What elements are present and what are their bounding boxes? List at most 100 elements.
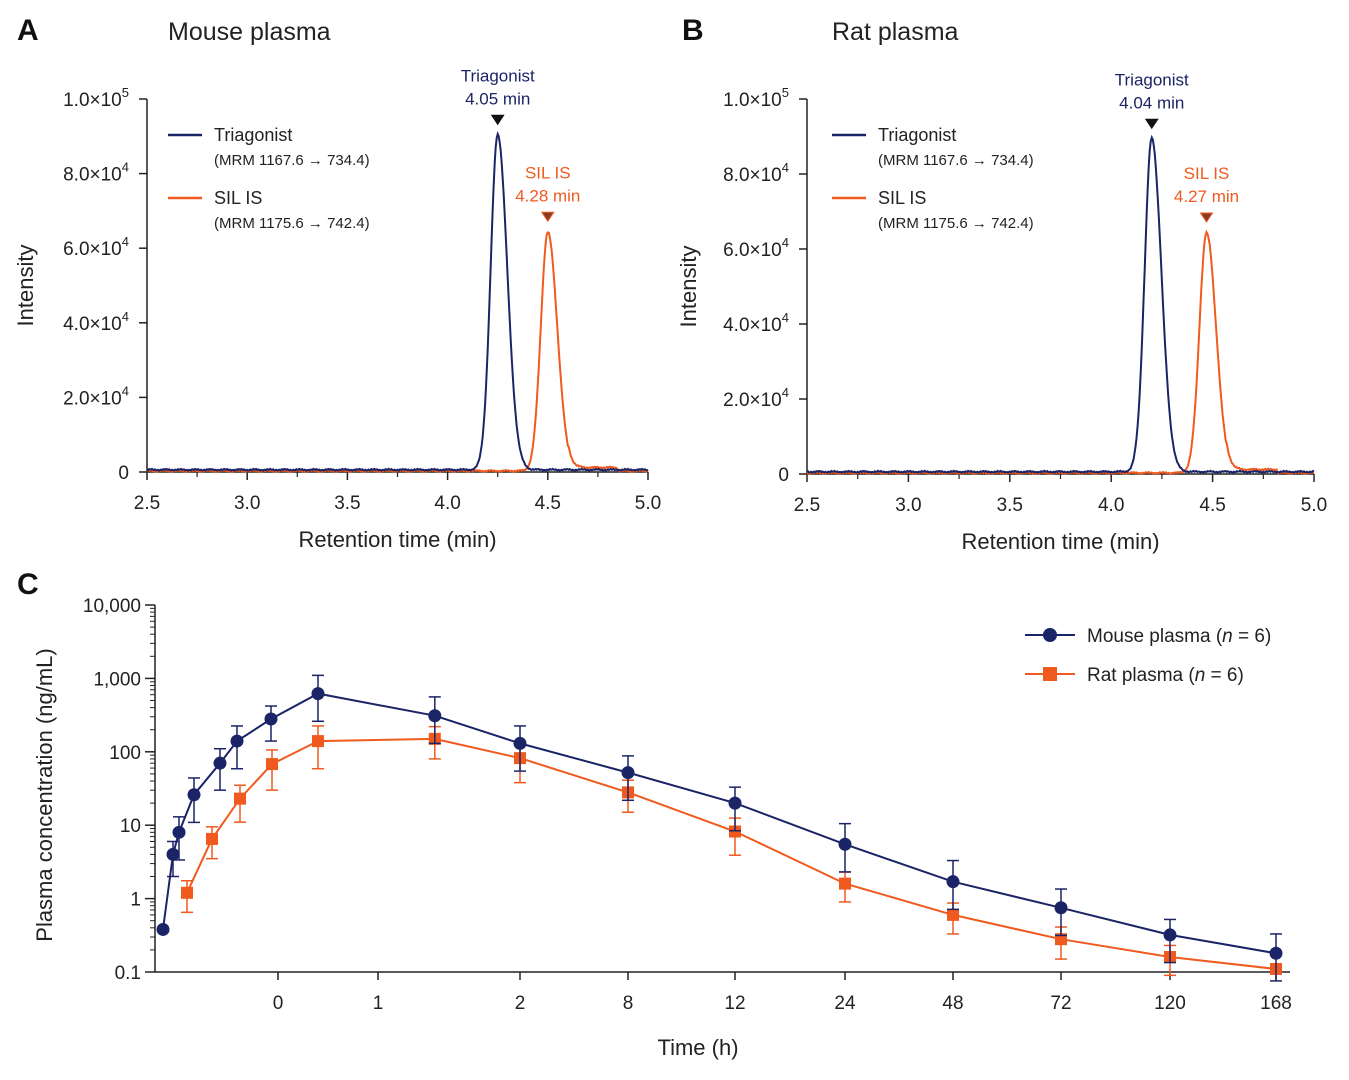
x-tick-label: 5.0 [635,493,661,514]
y-tick-label: 0 [118,463,129,484]
y-tick-label: 8.0×104 [63,160,129,186]
mouse-data-point [946,875,960,889]
panel-b: B Rat plasma 2.5 3.0 3.5 4.0 4.5 5.0 0 2.0×104 4.0… [676,14,1327,554]
panel-letter: C [17,568,39,601]
mouse-data-point [311,687,325,701]
rat-plasma-line [186,737,1277,970]
y-tick-label: 1 [130,890,141,911]
legend-sublabel: (MRM 1175.6 → 742.4) [878,215,1034,232]
y-tick-label: 10 [120,816,141,837]
x-tick-label: 4.0 [1098,495,1124,516]
x-tick-label: 168 [1260,993,1292,1014]
legend-label: SIL IS [878,188,926,208]
legend-sublabel: (MRM 1167.6 → 734.4) [878,152,1034,169]
y-tick-label: 0.1 [115,963,141,984]
sil-is-trace [146,231,649,474]
x-axis-label: Retention time (min) [298,527,496,552]
y-tick-label: 1,000 [93,669,141,690]
x-tick-label: 1 [373,993,384,1014]
panel-a: A Mouse plasma 2.5 3.0 3.5 4.0 4.5 5.0 0 2.0×104 4… [13,14,661,552]
mouse-plasma-line [162,692,1277,955]
legend-label: Triagonist [878,125,956,145]
panel-letter: A [17,14,39,47]
rat-data-point [729,825,741,838]
y-axis-label: Plasma concentration (ng/mL) [32,648,57,941]
rat-data-point [1055,933,1067,946]
y-tick-label: 4.0×104 [723,310,789,336]
y-axis-label: Intensity [13,245,38,327]
x-tick-label: 72 [1050,993,1071,1014]
legend-sublabel: (MRM 1175.6 → 742.4) [214,215,370,232]
mouse-data-point [230,734,244,748]
mouse-data-point [187,788,201,802]
peak-marker-triangle [490,114,505,126]
mouse-data-point [513,736,527,750]
peak-marker-triangle [540,211,555,223]
mouse-data-point [166,847,180,861]
peak-annotation-name: SIL IS [1184,164,1230,183]
mouse-data-point [172,825,186,839]
peak-marker-triangle [1199,212,1214,223]
peak-annotation-time: 4.28 min [515,186,580,205]
y-tick-label: 0 [778,465,789,486]
x-tick-label: 4.5 [535,493,561,514]
y-axis-label: Intensity [676,246,701,328]
x-tick-label: 12 [724,993,745,1014]
triagonist-trace [146,130,649,472]
peak-annotation-time: 4.05 min [465,89,530,108]
x-tick-label: 0 [273,993,284,1014]
x-tick-label: 2.5 [794,495,820,516]
y-tick-label: 10,000 [83,596,141,617]
legend-label: Triagonist [214,125,292,145]
x-tick-label: 24 [834,993,856,1014]
x-tick-label: 5.0 [1301,495,1327,516]
x-axis-label: Retention time (min) [961,529,1159,554]
peak-marker-triangle [1144,118,1159,130]
x-tick-label: 4.0 [434,493,460,514]
x-tick-label: 4.5 [1199,495,1225,516]
y-tick-label: 6.0×104 [723,235,789,261]
peak-annotation-time: 4.27 min [1174,187,1239,206]
legend-label: Rat plasma (n = 6) [1087,665,1244,686]
rat-data-point [266,758,278,771]
y-tick-label: 4.0×104 [63,309,129,335]
mouse-data-point [621,766,635,780]
y-tick-label: 1.0×105 [63,85,129,111]
mouse-data-point [838,837,852,851]
rat-data-point [181,886,193,899]
x-tick-label: 3.5 [334,493,360,514]
panel-title: Mouse plasma [168,18,331,46]
mouse-data-point [264,712,278,726]
mouse-data-point [213,756,227,770]
mouse-data-point [1163,928,1177,942]
x-tick-label: 3.5 [997,495,1023,516]
rat-data-point [234,792,246,805]
x-tick-label: 8 [623,993,634,1014]
mouse-data-point [428,709,442,723]
y-tick-label: 1.0×105 [723,85,789,111]
triagonist-trace [806,134,1315,474]
y-tick-label: 8.0×104 [723,160,789,186]
x-tick-label: 48 [942,993,963,1014]
y-tick-label: 6.0×104 [63,234,129,260]
peak-annotation-name: SIL IS [525,163,571,182]
x-tick-label: 2 [515,993,526,1014]
panel-title: Rat plasma [832,18,959,46]
peak-annotation-name: Triagonist [1115,70,1189,89]
legend-marker [1043,667,1057,681]
rat-data-point [312,735,324,748]
x-tick-label: 2.5 [134,493,160,514]
mouse-data-point [728,796,742,810]
y-tick-label: 100 [109,743,141,764]
rat-data-point [206,832,218,845]
y-tick-label: 2.0×104 [63,383,129,409]
legend-marker [1043,628,1057,642]
sil-is-trace [806,229,1315,476]
rat-data-point [947,908,959,921]
legend-label: SIL IS [214,188,262,208]
x-tick-label: 3.0 [234,493,260,514]
mouse-data-point [1054,901,1068,915]
panel-letter: B [682,14,704,47]
